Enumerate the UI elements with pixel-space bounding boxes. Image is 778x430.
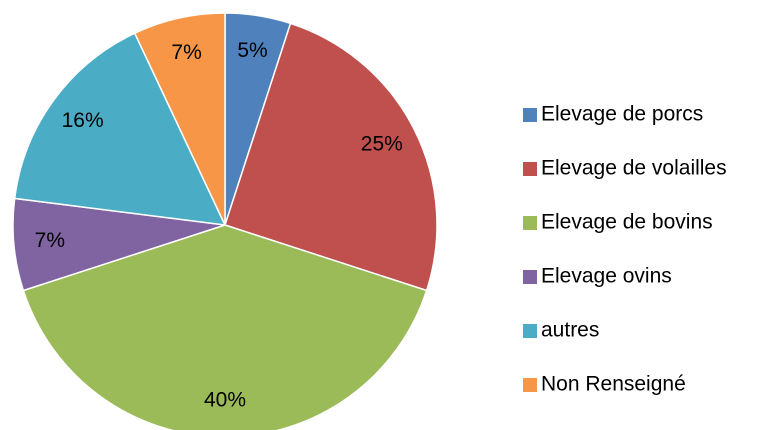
legend-swatch (523, 270, 537, 284)
legend-label: Elevage de bovins (541, 211, 713, 234)
legend-swatch (523, 108, 537, 122)
data-label: 7% (35, 229, 65, 252)
pie-slice (224, 22, 438, 292)
legend-swatch (523, 324, 537, 338)
legend-swatch (523, 162, 537, 176)
data-label: 16% (62, 109, 104, 132)
pie-slice (22, 224, 428, 430)
legend-label: Elevage de volailles (541, 157, 727, 180)
data-label: 7% (171, 41, 201, 64)
data-label: 40% (204, 389, 246, 412)
data-label: 5% (237, 39, 267, 62)
legend-label: Elevage de porcs (541, 103, 703, 126)
legend-swatch (523, 216, 537, 230)
legend-label: Elevage ovins (541, 265, 672, 288)
legend-swatch (523, 378, 537, 392)
pie-slice (133, 12, 226, 226)
pie-slice (13, 32, 227, 226)
legend-label: autres (541, 319, 599, 342)
legend-label: Non Renseigné (541, 373, 686, 396)
data-label: 25% (361, 133, 403, 156)
